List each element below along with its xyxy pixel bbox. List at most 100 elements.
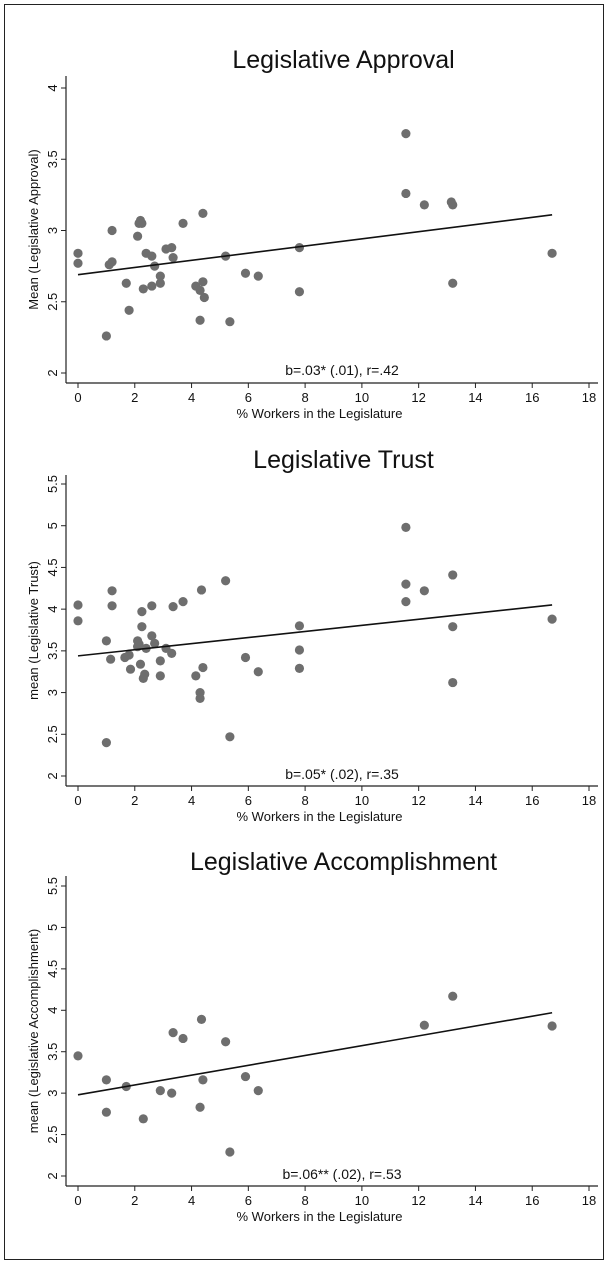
x-tick-label: 12 xyxy=(411,1193,425,1208)
chart-panel-1: Legislative Approval 2 2.5 3 3.5 4 0 2 4 6 8 10 12 14… xyxy=(26,46,598,421)
data-point xyxy=(401,188,411,199)
data-point xyxy=(107,225,117,236)
x-tick-label: 8 xyxy=(301,793,308,808)
data-point xyxy=(419,586,429,596)
x-axis-label: % Workers in the Legislature xyxy=(237,406,403,421)
data-point xyxy=(101,1075,111,1085)
chart-panel-3: Legislative Accomplishment 2 2.5 3 3.5 4 4.5 5 5… xyxy=(26,848,598,1224)
y-axis-label: Mean (Legislative Approval) xyxy=(26,149,41,309)
y-axis-label: mean (Legislative Trust) xyxy=(26,561,41,700)
data-point xyxy=(137,218,147,228)
data-point xyxy=(138,284,148,294)
data-point xyxy=(294,663,305,673)
data-point xyxy=(140,669,150,679)
data-point xyxy=(401,522,411,532)
data-point xyxy=(150,638,160,648)
data-point xyxy=(147,251,157,261)
data-point xyxy=(107,257,117,267)
data-point xyxy=(196,585,207,595)
data-point xyxy=(106,654,116,664)
y-tick-label: 2 xyxy=(45,369,60,376)
data-point xyxy=(294,287,305,297)
data-point xyxy=(240,1071,251,1082)
data-point xyxy=(101,331,111,341)
data-point xyxy=(448,622,458,632)
data-point xyxy=(73,1051,83,1061)
data-point xyxy=(178,218,188,228)
data-point xyxy=(448,278,458,288)
x-tick-label: 8 xyxy=(301,390,308,405)
data-point xyxy=(138,1114,148,1124)
data-point xyxy=(155,656,165,666)
chart-title: Legislative Accomplishment xyxy=(190,848,497,876)
data-point xyxy=(198,1075,208,1085)
data-point xyxy=(135,659,146,669)
data-point xyxy=(168,252,178,263)
data-point xyxy=(178,1033,188,1044)
data-point xyxy=(107,586,117,596)
y-tick-label: 4.5 xyxy=(45,558,60,576)
data-point xyxy=(73,616,83,626)
data-point xyxy=(401,597,411,607)
data-point xyxy=(253,271,263,281)
x-tick-label: 18 xyxy=(582,1193,596,1208)
y-tick-label: 2 xyxy=(45,1172,60,1179)
fit-line xyxy=(77,214,553,276)
regression-annotation: b=.06** (.02), r=.53 xyxy=(282,1166,401,1182)
data-point xyxy=(225,732,235,742)
data-point xyxy=(547,1021,557,1031)
x-tick-label: 2 xyxy=(131,1193,138,1208)
y-tick-label: 5.5 xyxy=(45,475,60,493)
data-point xyxy=(195,693,205,704)
y-tick-label: 4 xyxy=(45,606,60,613)
regression-annotation: b=.03* (.01), r=.42 xyxy=(285,362,399,378)
data-point xyxy=(134,639,144,649)
x-tick-label: 10 xyxy=(355,793,369,808)
chart-panel-2: Legislative Trust 2 2.5 3 3.5 4 4.5 5 5.5 0 2 4 6 8 10… xyxy=(26,446,598,824)
data-point xyxy=(240,652,251,663)
data-point xyxy=(178,597,188,607)
data-point xyxy=(191,671,201,681)
data-point xyxy=(167,243,177,253)
y-tick-label: 3 xyxy=(45,1090,60,1097)
fit-line xyxy=(77,1011,553,1096)
data-point xyxy=(448,677,458,688)
data-point xyxy=(195,285,205,295)
data-point xyxy=(448,991,458,1001)
y-tick-label: 4 xyxy=(45,1007,60,1014)
data-point xyxy=(195,315,205,325)
data-point xyxy=(198,662,208,673)
data-point xyxy=(155,1086,165,1096)
x-tick-label: 2 xyxy=(131,793,138,808)
data-point xyxy=(225,317,235,327)
data-point xyxy=(133,231,143,241)
data-point xyxy=(107,601,117,611)
data-point xyxy=(147,631,157,641)
y-tick-label: 2 xyxy=(45,772,60,779)
data-point xyxy=(101,738,111,748)
x-tick-label: 16 xyxy=(525,1193,539,1208)
y-tick-label: 3 xyxy=(45,227,60,234)
y-tick-label: 3.5 xyxy=(45,1043,60,1061)
x-tick-label: 10 xyxy=(355,390,369,405)
data-point xyxy=(167,1088,177,1098)
y-tick-label: 4 xyxy=(45,84,60,91)
data-point xyxy=(147,281,157,291)
data-point xyxy=(547,248,557,258)
x-tick-label: 0 xyxy=(74,793,81,808)
data-point xyxy=(221,1037,231,1047)
data-point xyxy=(547,614,557,624)
x-tick-label: 6 xyxy=(245,1193,252,1208)
data-point xyxy=(294,243,305,253)
data-point xyxy=(253,667,263,677)
x-tick-label: 0 xyxy=(74,1193,81,1208)
data-point xyxy=(198,277,208,287)
data-point xyxy=(168,1028,178,1038)
data-point xyxy=(121,278,131,288)
x-tick-label: 0 xyxy=(74,390,81,405)
data-point xyxy=(419,1020,429,1030)
x-tick-label: 14 xyxy=(468,390,482,405)
x-tick-label: 18 xyxy=(582,390,596,405)
x-tick-label: 4 xyxy=(188,793,195,808)
